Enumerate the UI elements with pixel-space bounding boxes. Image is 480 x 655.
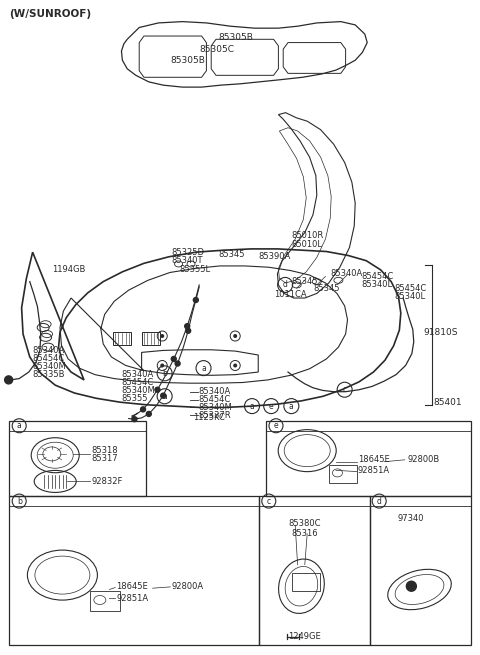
Text: 85340A: 85340A [198, 387, 230, 396]
Text: b: b [17, 496, 22, 506]
Text: 85340L: 85340L [395, 292, 426, 301]
Circle shape [5, 376, 12, 384]
Text: a: a [250, 402, 254, 411]
Text: e: e [269, 402, 274, 411]
Text: c: c [267, 496, 271, 506]
Text: 85340M: 85340M [198, 403, 232, 412]
Text: 85401: 85401 [433, 398, 462, 407]
Text: (W/SUNROOF): (W/SUNROOF) [9, 9, 91, 20]
Text: 1125KC: 1125KC [193, 413, 225, 422]
Text: 85345: 85345 [292, 277, 318, 286]
Bar [292, 573, 320, 591]
Circle shape [186, 328, 191, 333]
Text: 85454C: 85454C [361, 272, 393, 281]
Text: 85317: 85317 [91, 454, 118, 463]
Circle shape [233, 334, 237, 338]
Text: 85454C: 85454C [198, 395, 230, 404]
Bar [266, 421, 471, 496]
Circle shape [146, 411, 151, 417]
Text: a: a [17, 421, 22, 430]
Text: 85337R: 85337R [198, 411, 231, 420]
Circle shape [407, 581, 416, 591]
Circle shape [233, 364, 237, 367]
Text: 85010R: 85010R [291, 231, 323, 240]
Text: 97340: 97340 [397, 514, 424, 523]
Bar [9, 496, 259, 645]
Circle shape [161, 393, 166, 398]
Text: 85345: 85345 [313, 284, 339, 293]
Text: 85010L: 85010L [291, 240, 322, 249]
Text: 85454C: 85454C [121, 378, 153, 387]
Text: 85340A: 85340A [33, 346, 65, 355]
Bar [259, 496, 370, 645]
Text: 85316: 85316 [291, 529, 318, 538]
Text: b: b [162, 369, 167, 378]
Circle shape [193, 297, 198, 303]
Text: d: d [377, 496, 382, 506]
Text: 92851A: 92851A [358, 466, 390, 475]
Text: a: a [201, 364, 206, 373]
Text: e: e [274, 421, 278, 430]
Text: a: a [162, 392, 167, 401]
Text: 18645E: 18645E [116, 582, 148, 591]
Text: d: d [283, 280, 288, 290]
Text: 85340L: 85340L [361, 280, 392, 290]
Circle shape [160, 364, 164, 367]
Text: 1011CA: 1011CA [274, 290, 306, 299]
Circle shape [185, 324, 190, 329]
Bar [329, 465, 357, 483]
Text: 85340A: 85340A [330, 269, 362, 278]
Text: 85355: 85355 [121, 394, 147, 403]
Text: 85340T: 85340T [172, 256, 204, 265]
Circle shape [141, 407, 145, 412]
Text: 18645E: 18645E [358, 455, 389, 464]
Text: 85318: 85318 [91, 446, 118, 455]
Text: a: a [289, 402, 294, 411]
Text: 1249GE: 1249GE [288, 632, 321, 641]
Text: 85355L: 85355L [180, 265, 211, 274]
Bar [370, 496, 471, 645]
Text: 85340A: 85340A [121, 370, 153, 379]
Text: 85340M: 85340M [33, 362, 66, 371]
Text: 85454C: 85454C [395, 284, 427, 293]
Circle shape [155, 387, 160, 392]
Text: 92851A: 92851A [116, 593, 148, 603]
Circle shape [160, 334, 164, 338]
Circle shape [175, 361, 180, 366]
Text: 85340M: 85340M [121, 386, 155, 395]
Text: 85345: 85345 [218, 250, 245, 259]
Text: 85305C: 85305C [199, 45, 234, 54]
Text: 85305B: 85305B [218, 33, 253, 43]
Text: 85380C: 85380C [288, 519, 321, 529]
Text: 92800A: 92800A [172, 582, 204, 591]
Bar [142, 332, 160, 345]
Text: 85325D: 85325D [172, 248, 205, 257]
Text: 92832F: 92832F [91, 477, 122, 486]
Text: 91810S: 91810S [424, 328, 458, 337]
Circle shape [171, 356, 176, 362]
Text: 1194GB: 1194GB [52, 265, 85, 274]
Text: 85335B: 85335B [33, 370, 65, 379]
Text: 85305B: 85305B [170, 56, 205, 65]
Text: 92800B: 92800B [407, 455, 439, 464]
Text: 85390A: 85390A [258, 252, 290, 261]
Text: c: c [343, 385, 347, 394]
Bar [90, 591, 120, 611]
Circle shape [132, 417, 137, 422]
Bar [113, 332, 131, 345]
Text: 85454C: 85454C [33, 354, 65, 364]
Bar [9, 421, 146, 496]
